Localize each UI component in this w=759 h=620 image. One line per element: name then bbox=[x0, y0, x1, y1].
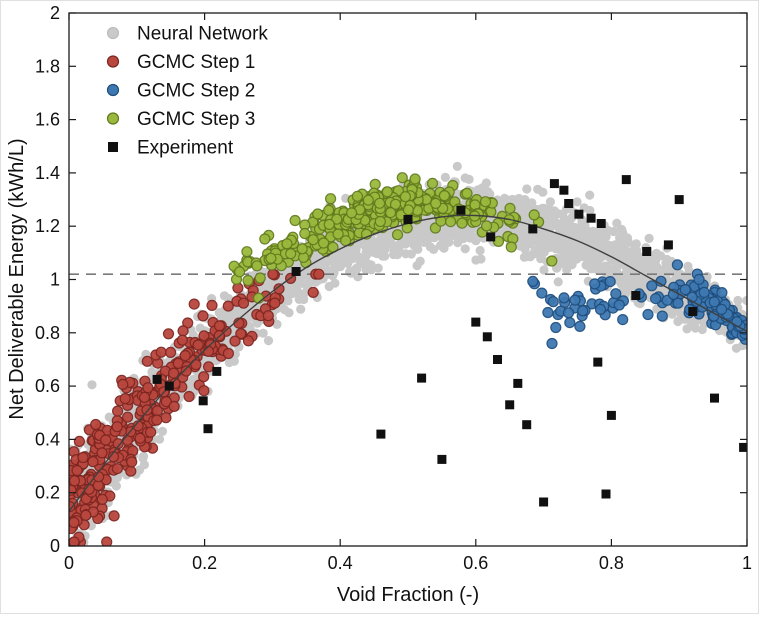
experiment-point bbox=[663, 240, 673, 250]
experiment-point bbox=[528, 224, 538, 234]
experiment-point bbox=[539, 497, 549, 507]
y-tick-label: 0 bbox=[50, 536, 60, 556]
legend-item-gcmc-step-2: GCMC Step 2 bbox=[106, 81, 255, 102]
legend: Neural Network GCMC Step 1 GCMC Step 2 GCMC… bbox=[106, 24, 268, 159]
y-tick-label: 0.6 bbox=[35, 376, 60, 396]
y-tick-label: 1.6 bbox=[35, 110, 60, 130]
y-tick-label: 1.2 bbox=[35, 216, 60, 236]
experiment-point bbox=[403, 215, 413, 224]
legend-item-neural-network: Neural Network bbox=[106, 24, 268, 45]
experiment-point bbox=[437, 454, 447, 464]
experiment-point bbox=[164, 381, 174, 391]
experiment-point bbox=[549, 179, 559, 189]
legend-label: GCMC Step 3 bbox=[137, 109, 255, 130]
plot-area bbox=[69, 161, 747, 546]
experiment-point bbox=[522, 420, 532, 430]
y-tick-label: 0.8 bbox=[35, 323, 60, 343]
experiment-point bbox=[152, 374, 162, 384]
experiment-point bbox=[642, 247, 652, 256]
experiment-point bbox=[710, 393, 719, 403]
experiment-marker-icon bbox=[108, 142, 118, 152]
legend-item-experiment: Experiment bbox=[108, 138, 234, 159]
experiment-point bbox=[482, 332, 492, 342]
experiment-point bbox=[212, 366, 222, 376]
x-tick-label: 0 bbox=[64, 553, 74, 573]
y-tick-label: 0.2 bbox=[35, 483, 60, 503]
experiment-point bbox=[376, 429, 386, 439]
x-tick-label: 0.2 bbox=[192, 553, 217, 573]
experiment-point bbox=[564, 199, 574, 208]
experiment-point bbox=[601, 489, 611, 499]
series-gcmc-step-3 bbox=[228, 172, 558, 304]
axes: 0 0.2 0.4 0.6 0.8 1 0 0.2 0.4 0.6 0.8 1 1.2 1.4 1.6 1.8… bbox=[35, 3, 752, 573]
experiment-point bbox=[586, 213, 596, 223]
experiment-point bbox=[593, 357, 603, 367]
y-tick-label: 0.4 bbox=[35, 429, 60, 449]
experiment-point bbox=[621, 175, 631, 185]
y-tick-label: 1 bbox=[50, 270, 60, 290]
y-tick-label: 1.8 bbox=[35, 56, 60, 76]
gcmc-step-2-marker-icon bbox=[106, 83, 120, 97]
experiment-point bbox=[606, 410, 616, 420]
experiment-point bbox=[198, 396, 208, 406]
experiment-point bbox=[486, 232, 496, 242]
experiment-point bbox=[688, 307, 698, 316]
experiment-point bbox=[291, 267, 301, 276]
experiment-point bbox=[471, 317, 481, 327]
y-tick-label: 2 bbox=[50, 3, 60, 23]
chart-layers: 0 0.2 0.4 0.6 0.8 1 0 0.2 0.4 0.6 0.8 1 1.2 1.4 1.6 1.8… bbox=[35, 3, 752, 573]
experiment-point bbox=[574, 209, 584, 219]
legend-label: GCMC Step 1 bbox=[137, 52, 255, 73]
series-experiment bbox=[152, 175, 747, 507]
y-tick-label: 1.4 bbox=[35, 163, 60, 183]
experiment-point bbox=[505, 400, 515, 410]
gcmc-step-1-marker-icon bbox=[106, 55, 120, 68]
experiment-point bbox=[596, 219, 606, 228]
experiment-point bbox=[739, 442, 747, 452]
series-gcmc-step-2 bbox=[527, 275, 648, 350]
x-tick-label: 0.6 bbox=[463, 553, 488, 573]
experiment-point bbox=[513, 378, 523, 388]
gcmc-step-3-marker-icon bbox=[106, 112, 120, 125]
series-gcmc-step-1 bbox=[69, 268, 325, 546]
x-tick-label: 0.4 bbox=[328, 553, 353, 573]
legend-label: Neural Network bbox=[137, 24, 268, 45]
legend-item-gcmc-step-1: GCMC Step 1 bbox=[106, 52, 255, 73]
legend-label: GCMC Step 2 bbox=[137, 81, 255, 102]
experiment-point bbox=[493, 355, 502, 364]
experiment-point bbox=[631, 291, 641, 300]
x-tick-label: 0.8 bbox=[599, 553, 624, 573]
y-axis-label: Net Deliverable Energy (kWh/L) bbox=[6, 138, 28, 419]
experiment-point bbox=[456, 205, 466, 215]
legend-label: Experiment bbox=[137, 138, 234, 159]
neural-network-marker-icon bbox=[106, 26, 120, 40]
x-axis-label: Void Fraction (-) bbox=[337, 584, 479, 606]
experiment-point bbox=[559, 185, 569, 195]
x-tick-label: 1 bbox=[742, 553, 752, 573]
experiment-point bbox=[417, 373, 427, 383]
experiment-point bbox=[203, 424, 213, 434]
experiment-point bbox=[674, 195, 684, 205]
legend-item-gcmc-step-3: GCMC Step 3 bbox=[106, 109, 255, 130]
